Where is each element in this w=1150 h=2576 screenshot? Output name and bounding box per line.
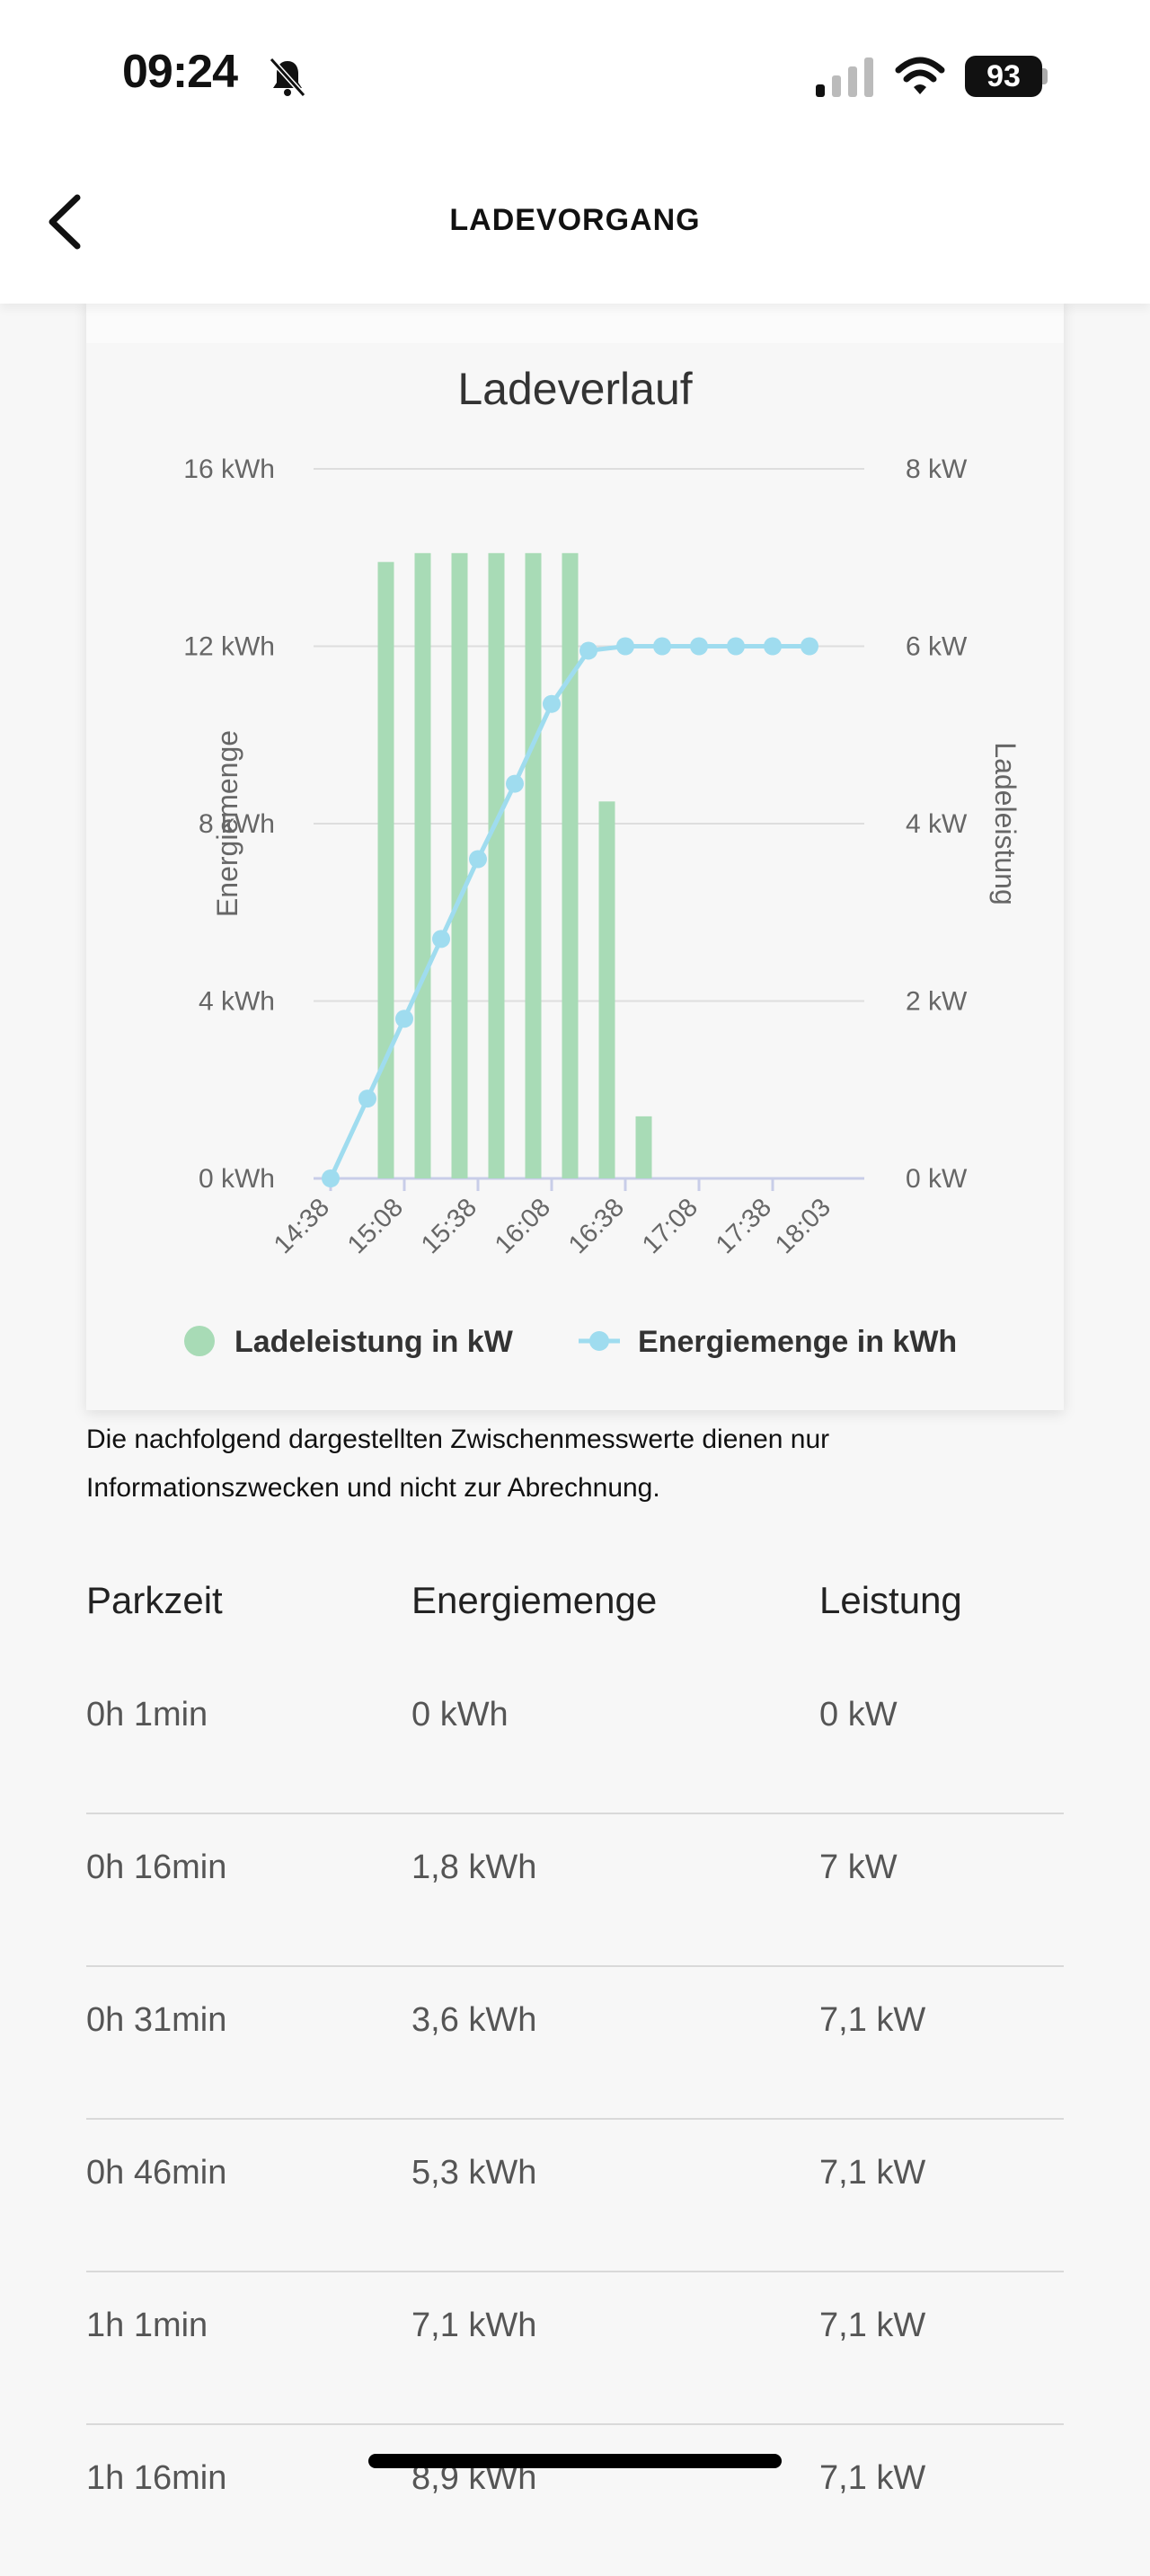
y-left-tick-label: 0 kWh [199,1164,275,1194]
y-right-tick-label: 8 kW [906,454,968,484]
table-row: 1h 16min 8,9 kWh 7,1 kW [86,2423,1064,2576]
point-energiemenge [579,641,597,660]
cell-parkzeit: 0h 46min [86,2154,227,2192]
x-tick-label: 17:38 [711,1193,777,1259]
y-left-tick-label: 4 kWh [199,987,275,1017]
cellular-signal-icon [816,57,873,97]
x-tick-label: 14:38 [269,1193,335,1259]
table-row: 0h 31min 3,6 kWh 7,1 kW [86,1965,1064,2120]
cell-leistung: 0 kW [819,1696,898,1734]
status-time: 09:24 [122,46,238,98]
point-energiemenge [616,637,634,656]
point-energiemenge [727,637,745,656]
legend-label-energiemenge: Energiemenge in kWh [638,1325,957,1359]
table-row: 0h 1min 0 kWh 0 kW [86,1660,1064,1814]
cell-parkzeit: 0h 16min [86,1848,227,1886]
battery-indicator: 93 [965,56,1042,97]
cell-parkzeit: 0h 31min [86,2001,227,2039]
bar-ladeleistung [414,552,431,1178]
bar-ladeleistung [562,552,579,1178]
charging-chart: Ladeverlauf 0 kWh 4 kWh 8 kWh 12 kWh 16 kWh 0 … [183,364,1022,1359]
y-right-tick-label: 2 kW [906,987,968,1017]
cell-parkzeit: 1h 16min [86,2459,227,2497]
y-right-tick-label: 0 kW [906,1164,968,1194]
point-energiemenge [801,637,818,656]
cell-leistung: 7,1 kW [819,2459,926,2497]
x-tick-label: 15:08 [342,1193,409,1259]
cell-leistung: 7,1 kW [819,2001,926,2039]
bar-ladeleistung [598,801,615,1178]
point-energiemenge [543,694,561,713]
bar-ladeleistung [525,552,542,1178]
cell-leistung: 7,1 kW [819,2154,926,2192]
home-indicator[interactable] [368,2454,782,2468]
legend-label-ladeleistung: Ladeleistung in kW [234,1325,514,1359]
point-energiemenge [690,637,708,656]
cell-parkzeit: 0h 1min [86,1696,208,1734]
cell-energiemenge: 7,1 kWh [411,2307,537,2344]
cell-energiemenge: 3,6 kWh [411,2001,537,2039]
x-tick-label: 17:08 [637,1193,703,1259]
chart-title: Ladeverlauf [457,364,692,414]
y-left-axis-label: Energiemenge [211,730,243,917]
table-row: 0h 16min 1,8 kWh 7 kW [86,1813,1064,1967]
point-energiemenge [653,637,671,656]
y-right-axis-label: Ladeleistung [989,742,1022,904]
y-right-tick-label: 4 kW [906,809,968,839]
header-energiemenge: Energiemenge [411,1579,658,1621]
table-row: 1h 1min 7,1 kWh 7,1 kW [86,2271,1064,2425]
legend-marker-energiemenge [589,1331,609,1351]
point-energiemenge [764,637,782,656]
silent-bell-icon [269,57,306,98]
cell-leistung: 7,1 kW [819,2307,926,2344]
header-leistung: Leistung [819,1579,962,1621]
x-tick-label: 16:38 [563,1193,630,1259]
bar-ladeleistung [451,552,468,1178]
back-chevron-icon[interactable] [43,190,88,253]
legend-marker-ladeleistung [184,1326,215,1356]
point-energiemenge [432,930,450,948]
cell-leistung: 7 kW [819,1848,898,1886]
y-left-tick-label: 8 kWh [199,809,275,839]
info-note: Die nachfolgend dargestellten Zwischenme… [86,1425,830,1503]
bar-ladeleistung [635,1116,652,1178]
bar-ladeleistung [488,552,505,1178]
cell-parkzeit: 1h 1min [86,2307,208,2344]
chart-card: Ladeverlauf 0 kWh 4 kWh 8 kWh 12 kWh 16 kWh 0 … [86,296,1064,1410]
header: 09:24 93 LADEVORGANG [0,0,1150,304]
table-row: 0h 46min 5,3 kWh 7,1 kW [86,2118,1064,2272]
x-tick-label: 16:08 [490,1193,556,1259]
point-energiemenge [358,1090,376,1108]
y-right-tick-label: 6 kW [906,632,968,662]
point-energiemenge [322,1169,340,1187]
page-title: LADEVORGANG [449,203,701,237]
header-parkzeit: Parkzeit [86,1579,223,1621]
y-left-tick-label: 12 kWh [183,632,275,662]
x-tick-label: 18:03 [770,1193,836,1259]
point-energiemenge [506,774,524,793]
y-left-tick-label: 16 kWh [183,454,275,484]
point-energiemenge [395,1010,413,1028]
x-tick-label: 15:38 [416,1193,482,1259]
wifi-icon [895,57,945,94]
bar-ladeleistung [377,561,394,1178]
cell-energiemenge: 1,8 kWh [411,1848,537,1886]
battery-nub [1042,68,1048,84]
point-energiemenge [469,850,487,869]
cell-energiemenge: 0 kWh [411,1696,509,1734]
card-top-strip [86,296,1064,343]
cell-energiemenge: 5,3 kWh [411,2154,537,2192]
